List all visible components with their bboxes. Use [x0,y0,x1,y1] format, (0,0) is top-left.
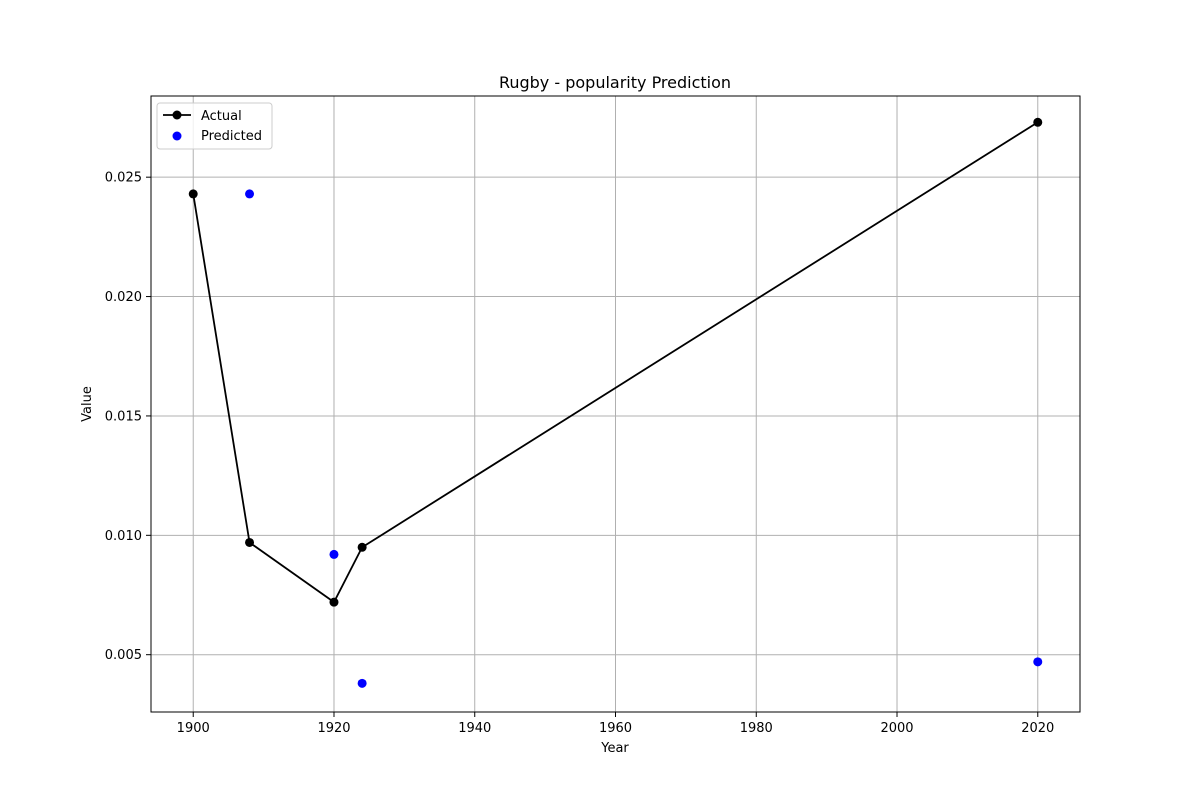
legend: Actual Predicted [156,102,273,150]
x-axis: 1900 1920 1940 1960 1980 2000 2020 [177,712,1054,736]
y-tick-label: 0.010 [105,529,142,544]
legend-actual-marker [172,110,182,120]
y-tick-label: 0.015 [105,409,142,424]
actual-point [188,189,198,199]
grid-lines [151,96,1080,712]
x-tick-label: 1980 [740,721,773,736]
y-axis-label: Value [80,386,95,422]
x-axis-label: Year [600,741,629,756]
x-tick-label: 1900 [177,721,210,736]
legend-predicted-marker [172,131,182,141]
chart-title: Rugby - popularity Prediction [499,73,731,92]
x-tick-label: 1920 [317,721,350,736]
series-layer [188,117,1043,688]
y-tick-label: 0.020 [105,290,142,305]
actual-point [1033,117,1043,127]
y-axis: 0.005 0.010 0.015 0.020 0.025 [105,171,151,663]
x-tick-label: 1940 [458,721,491,736]
predicted-point [1033,657,1043,667]
x-tick-label: 2000 [880,721,913,736]
x-tick-label: 1960 [599,721,632,736]
predicted-point [357,678,367,688]
legend-actual-label: Actual [201,109,242,124]
actual-point [329,597,339,607]
x-tick-label: 2020 [1021,721,1054,736]
series-actual [188,117,1043,607]
actual-point [245,537,255,547]
predicted-point [245,189,255,199]
predicted-point [329,549,339,559]
actual-point [357,542,367,552]
y-tick-label: 0.025 [105,171,142,186]
legend-predicted-label: Predicted [201,129,262,144]
y-tick-label: 0.005 [105,648,142,663]
series-predicted [245,189,1043,688]
